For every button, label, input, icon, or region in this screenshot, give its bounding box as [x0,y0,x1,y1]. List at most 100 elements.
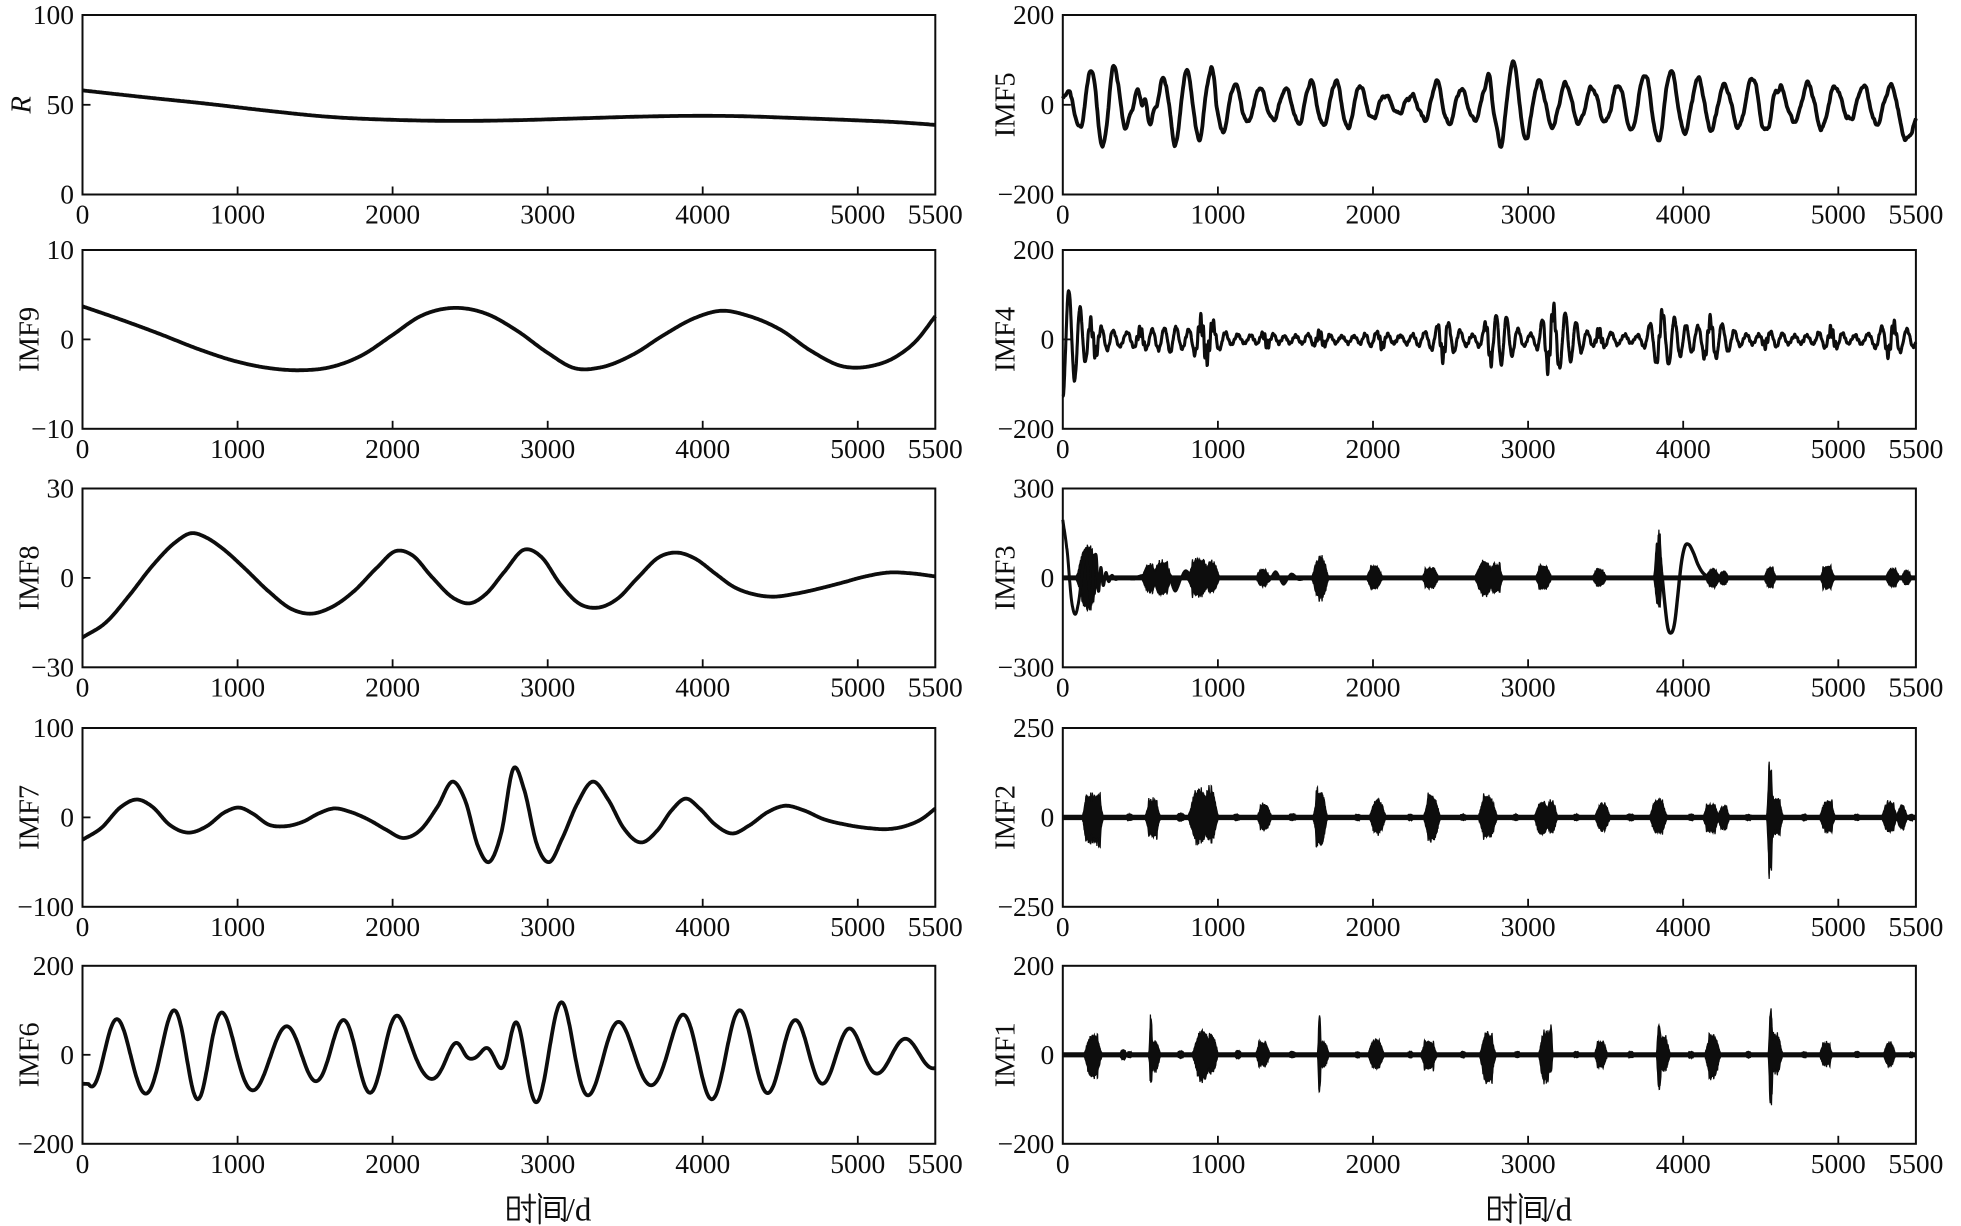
svg-text:IMF4: IMF4 [991,307,1022,372]
svg-text:5500: 5500 [908,433,963,464]
svg-text:5500: 5500 [908,199,963,230]
svg-text:4000: 4000 [675,671,730,702]
svg-text:5500: 5500 [908,911,963,942]
svg-text:0: 0 [1041,324,1055,355]
svg-text:2000: 2000 [365,1148,420,1179]
svg-text:100: 100 [33,0,74,30]
svg-text:3000: 3000 [1501,1148,1556,1179]
svg-text:4000: 4000 [1656,433,1711,464]
svg-text:3000: 3000 [1501,199,1556,230]
svg-text:3000: 3000 [520,911,575,942]
svg-text:2000: 2000 [365,433,420,464]
svg-text:5000: 5000 [830,1148,885,1179]
svg-text:R: R [7,96,38,114]
svg-text:5000: 5000 [1811,199,1866,230]
svg-text:IMF5: IMF5 [991,72,1022,137]
svg-text:10: 10 [47,234,75,265]
svg-text:5000: 5000 [830,671,885,702]
svg-text:2000: 2000 [365,199,420,230]
svg-text:IMF2: IMF2 [991,785,1022,850]
svg-text:0: 0 [1041,89,1055,120]
svg-text:1000: 1000 [1190,199,1245,230]
svg-text:5500: 5500 [1888,433,1943,464]
svg-text:3000: 3000 [1501,671,1556,702]
svg-text:5000: 5000 [1811,671,1866,702]
svg-text:0: 0 [1041,1039,1055,1070]
svg-text:200: 200 [1013,0,1054,30]
svg-text:4000: 4000 [675,911,730,942]
svg-text:−30: −30 [31,652,74,683]
svg-text:4000: 4000 [1656,911,1711,942]
svg-text:0: 0 [76,1148,90,1179]
svg-text:5000: 5000 [1811,1148,1866,1179]
svg-text:IMF1: IMF1 [991,1022,1022,1087]
svg-text:4000: 4000 [1656,199,1711,230]
svg-text:0: 0 [60,324,74,355]
svg-text:200: 200 [1013,950,1054,981]
svg-text:2000: 2000 [1346,1148,1401,1179]
svg-text:5500: 5500 [908,671,963,702]
svg-text:−250: −250 [998,891,1055,922]
svg-text:1000: 1000 [1190,671,1245,702]
svg-text:2000: 2000 [365,671,420,702]
svg-text:0: 0 [60,1039,74,1070]
svg-text:0: 0 [1056,911,1070,942]
svg-text:−100: −100 [17,891,74,922]
svg-text:0: 0 [1056,671,1070,702]
svg-text:0: 0 [76,911,90,942]
svg-text:0: 0 [76,671,90,702]
svg-text:3000: 3000 [520,199,575,230]
svg-text:−200: −200 [998,179,1055,210]
svg-text:−200: −200 [998,1128,1055,1159]
svg-text:IMF6: IMF6 [15,1022,46,1087]
svg-text:1000: 1000 [210,433,265,464]
svg-text:1000: 1000 [1190,911,1245,942]
svg-text:IMF8: IMF8 [15,545,46,610]
svg-text:30: 30 [47,473,75,504]
svg-text:0: 0 [1056,1148,1070,1179]
svg-text:1000: 1000 [210,199,265,230]
svg-text:5000: 5000 [830,199,885,230]
svg-text:5000: 5000 [830,433,885,464]
svg-text:/d: /d [566,1193,592,1226]
svg-text:5000: 5000 [1811,433,1866,464]
svg-text:5500: 5500 [1888,1148,1943,1179]
svg-text:IMF3: IMF3 [991,545,1022,610]
svg-text:0: 0 [1041,802,1055,833]
svg-text:IMF7: IMF7 [15,785,46,850]
svg-text:0: 0 [76,199,90,230]
svg-text:2000: 2000 [1346,911,1401,942]
svg-text:1000: 1000 [1190,433,1245,464]
svg-text:4000: 4000 [675,433,730,464]
svg-text:4000: 4000 [1656,671,1711,702]
svg-text:3000: 3000 [1501,433,1556,464]
svg-text:3000: 3000 [520,1148,575,1179]
svg-text:5500: 5500 [1888,199,1943,230]
svg-text:0: 0 [1056,433,1070,464]
svg-text:200: 200 [1013,234,1054,265]
svg-text:5500: 5500 [1888,911,1943,942]
svg-text:1000: 1000 [1190,1148,1245,1179]
svg-text:300: 300 [1013,473,1054,504]
svg-text:−200: −200 [998,413,1055,444]
svg-text:50: 50 [47,89,75,120]
svg-text:4000: 4000 [675,1148,730,1179]
svg-text:5000: 5000 [1811,911,1866,942]
svg-text:0: 0 [60,802,74,833]
svg-text:0: 0 [1041,562,1055,593]
svg-text:0: 0 [60,179,74,210]
svg-text:2000: 2000 [365,911,420,942]
svg-text:200: 200 [33,950,74,981]
svg-text:0: 0 [1056,199,1070,230]
svg-text:4000: 4000 [1656,1148,1711,1179]
svg-text:−200: −200 [17,1128,74,1159]
svg-text:3000: 3000 [520,433,575,464]
svg-text:3000: 3000 [1501,911,1556,942]
svg-text:0: 0 [60,562,74,593]
svg-text:−10: −10 [31,413,74,444]
svg-text:250: 250 [1013,712,1054,743]
svg-text:2000: 2000 [1346,199,1401,230]
svg-text:100: 100 [33,712,74,743]
svg-text:5500: 5500 [1888,671,1943,702]
svg-text:/d: /d [1547,1193,1573,1226]
